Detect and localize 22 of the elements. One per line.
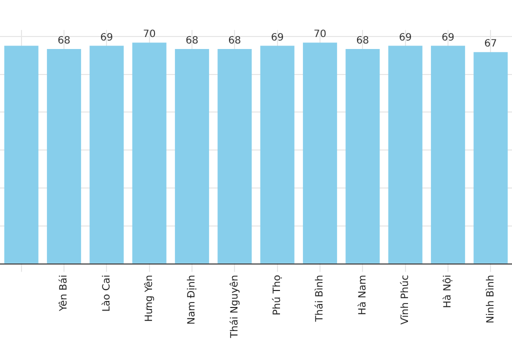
x-tick-label: Hà Nam [357, 274, 368, 316]
x-tick-label: Ninh Bình [485, 274, 496, 324]
data-label: 68 [228, 36, 242, 47]
data-label: 68 [58, 36, 70, 47]
x-tick-label: Hà Nội [442, 274, 454, 308]
data-label: 69 [270, 32, 284, 44]
x-tick-label: Phú Thọ [272, 274, 283, 316]
x-tick-label: Lào Cai [101, 274, 112, 312]
data-label: 69 [398, 32, 412, 44]
data-label: 69 [100, 32, 114, 44]
x-tick-label: Yên Bái [58, 274, 70, 312]
data-label: 70 [314, 29, 326, 40]
data-label: 68 [356, 36, 370, 47]
data-label: 67 [484, 38, 498, 50]
data-label: 68 [186, 36, 198, 47]
x-tick-label: Vĩnh Phúc [400, 274, 411, 325]
x-tick-label: Hưng Yên [144, 274, 155, 322]
data-label: 70 [142, 29, 156, 40]
x-tick-label: Thái Bình [314, 274, 326, 323]
x-tick-label: Nam Định [186, 274, 198, 325]
x-tick-label: Thái Nguyên [229, 274, 240, 340]
data-label: 69 [442, 32, 454, 44]
